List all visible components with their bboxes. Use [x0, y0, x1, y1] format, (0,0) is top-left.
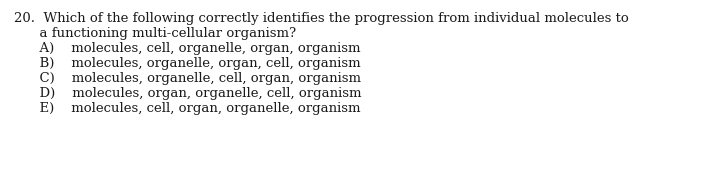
Text: B)    molecules, organelle, organ, cell, organism: B) molecules, organelle, organ, cell, or… — [14, 57, 360, 70]
Text: a functioning multi-cellular organism?: a functioning multi-cellular organism? — [14, 27, 296, 40]
Text: D)    molecules, organ, organelle, cell, organism: D) molecules, organ, organelle, cell, or… — [14, 87, 361, 100]
Text: 20.  Which of the following correctly identifies the progression from individual: 20. Which of the following correctly ide… — [14, 12, 629, 25]
Text: A)    molecules, cell, organelle, organ, organism: A) molecules, cell, organelle, organ, or… — [14, 42, 360, 55]
Text: E)    molecules, cell, organ, organelle, organism: E) molecules, cell, organ, organelle, or… — [14, 102, 360, 115]
Text: C)    molecules, organelle, cell, organ, organism: C) molecules, organelle, cell, organ, or… — [14, 72, 361, 85]
